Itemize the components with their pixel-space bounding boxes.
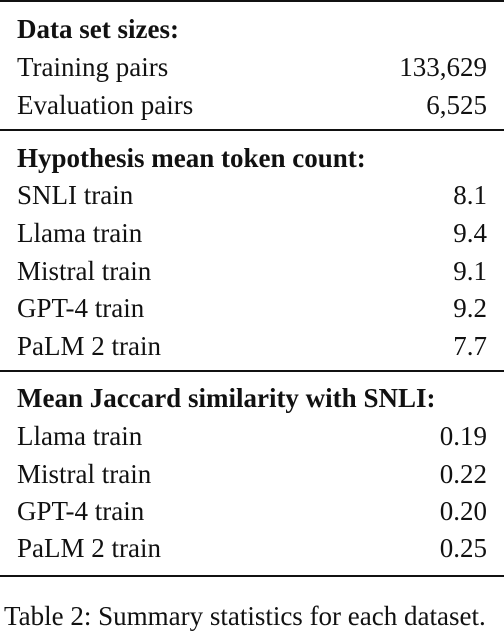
table-top-rule xyxy=(0,0,504,2)
row-value: 8.1 xyxy=(453,180,487,210)
row-value: 0.25 xyxy=(439,533,487,563)
row-value: 0.22 xyxy=(439,459,487,489)
section-divider xyxy=(0,129,504,131)
row-label: GPT-4 train xyxy=(17,496,145,526)
row-label: Mistral train xyxy=(17,256,152,286)
row-label: Evaluation pairs xyxy=(17,90,194,120)
row-value: 9.4 xyxy=(453,218,487,248)
row-value: 0.20 xyxy=(439,496,487,526)
row-label: Llama train xyxy=(17,421,143,451)
table-row: GPT-4 train 0.20 xyxy=(17,493,487,529)
section-header-dataset-sizes: Data set sizes: xyxy=(17,11,487,47)
row-label: SNLI train xyxy=(17,180,134,210)
table-row: GPT-4 train 9.2 xyxy=(17,290,487,326)
table-bottom-rule xyxy=(0,575,504,577)
table-row: Training pairs 133,629 xyxy=(17,49,487,85)
row-label: Mistral train xyxy=(17,459,152,489)
table-row: Llama train 9.4 xyxy=(17,215,487,251)
row-value: 0.19 xyxy=(439,421,487,451)
table-row: Mistral train 9.1 xyxy=(17,253,487,289)
table-row: PaLM 2 train 7.7 xyxy=(17,328,487,364)
table-row: Evaluation pairs 6,525 xyxy=(17,87,487,123)
row-label: Training pairs xyxy=(17,52,169,82)
row-value: 7.7 xyxy=(453,331,487,361)
row-label: PaLM 2 train xyxy=(17,331,161,361)
row-label: PaLM 2 train xyxy=(17,533,161,563)
section-header-label: Mean Jaccard similarity with SNLI: xyxy=(17,383,436,413)
section-header-jaccard: Mean Jaccard similarity with SNLI: xyxy=(17,380,487,416)
table-row: PaLM 2 train 0.25 xyxy=(17,530,487,566)
row-value: 133,629 xyxy=(399,52,487,82)
table-row: Mistral train 0.22 xyxy=(17,456,487,492)
row-label: Llama train xyxy=(17,218,143,248)
row-value: 6,525 xyxy=(426,90,487,120)
section-divider xyxy=(0,370,504,372)
table-caption: Table 2: Summary statistics for each dat… xyxy=(4,601,486,631)
section-header-label: Hypothesis mean token count: xyxy=(17,143,366,173)
row-value: 9.1 xyxy=(453,256,487,286)
row-label: GPT-4 train xyxy=(17,293,145,323)
table-row: SNLI train 8.1 xyxy=(17,177,487,213)
table-row: Llama train 0.19 xyxy=(17,418,487,454)
section-header-label: Data set sizes: xyxy=(17,14,179,44)
section-header-token-count: Hypothesis mean token count: xyxy=(17,140,487,176)
row-value: 9.2 xyxy=(453,293,487,323)
